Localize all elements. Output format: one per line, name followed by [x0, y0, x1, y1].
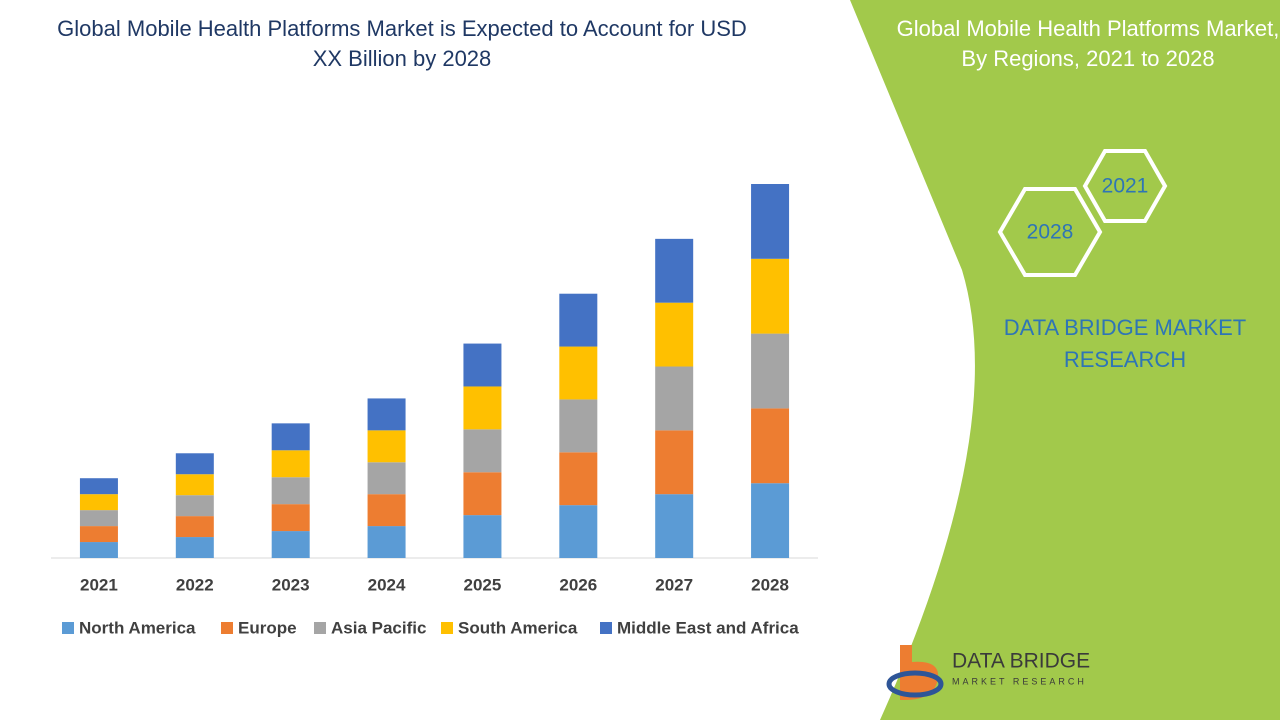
logo-name: DATA BRIDGE: [952, 650, 1090, 673]
bar-segment: [463, 472, 502, 516]
legend-label: Asia Pacific: [331, 618, 426, 637]
x-tick-label: 2028: [751, 575, 789, 594]
x-tick-label: 2027: [655, 575, 693, 594]
legend-swatch: [600, 622, 612, 634]
bar-segment: [271, 423, 310, 451]
bar-segment: [559, 505, 598, 558]
legend-swatch: [314, 622, 326, 634]
x-tick-label: 2021: [80, 575, 118, 594]
bar-segment: [463, 429, 502, 473]
bar-segment: [271, 450, 310, 478]
legend-label: Middle East and Africa: [617, 618, 799, 637]
x-tick-label: 2023: [272, 575, 310, 594]
bar-segment: [751, 483, 790, 558]
bar-segment: [175, 474, 214, 496]
legend-label: Europe: [238, 618, 297, 637]
bar-segment: [367, 494, 406, 527]
bar-segment: [367, 526, 406, 558]
bar-segment: [271, 531, 310, 558]
side-title: Global Mobile Health Platforms Market, B…: [896, 16, 1280, 71]
x-tick-label: 2024: [368, 575, 406, 594]
bar-segment: [79, 526, 118, 543]
bar-segment: [175, 453, 214, 475]
legend-label: North America: [79, 618, 196, 637]
bar-segment: [655, 494, 694, 558]
hex-label: 2021: [1102, 175, 1149, 198]
x-tick-label: 2026: [559, 575, 597, 594]
bar-segment: [655, 302, 694, 367]
x-tick-label: 2025: [464, 575, 502, 594]
hexagon: [1082, 149, 1168, 223]
logo-mark: [886, 670, 944, 698]
bar-segment: [175, 495, 214, 517]
bar-segment: [367, 462, 406, 495]
bar-segment: [175, 537, 214, 558]
legend-swatch: [221, 622, 233, 634]
hexagon: [997, 187, 1103, 277]
legend-swatch: [441, 622, 453, 634]
hex-label: 2028: [1027, 221, 1074, 244]
bar-segment: [751, 184, 790, 259]
bar-segment: [751, 258, 790, 334]
bar-segment: [367, 398, 406, 431]
bar-segment: [271, 477, 310, 505]
bar-segment: [79, 510, 118, 527]
bar-segment: [559, 346, 598, 400]
legend-label: South America: [458, 618, 578, 637]
bar-segment: [655, 238, 694, 303]
chart-title: Global Mobile Health Platforms Market is…: [57, 16, 747, 71]
legend-swatch: [62, 622, 74, 634]
bar-segment: [559, 452, 598, 506]
bar-segment: [79, 478, 118, 495]
bar-segment: [463, 386, 502, 430]
bar-segment: [79, 494, 118, 511]
bar-segment: [271, 504, 310, 532]
bar-segment: [367, 430, 406, 463]
bar-segment: [463, 515, 502, 558]
bar-segment: [79, 542, 118, 558]
bar-segment: [463, 343, 502, 387]
bar-segment: [559, 399, 598, 453]
logo-tagline: MARKET RESEARCH: [952, 676, 1087, 686]
bar-segment: [751, 333, 790, 409]
bar-segment: [751, 408, 790, 484]
bar-segment: [655, 366, 694, 431]
side-panel-bg: [850, 0, 1280, 720]
x-tick-label: 2022: [176, 575, 214, 594]
bar-segment: [175, 516, 214, 538]
brand: DATA BRIDGE MARKET RESEARCH: [1003, 315, 1247, 372]
bar-segment: [559, 293, 598, 347]
bar-segment: [655, 430, 694, 495]
